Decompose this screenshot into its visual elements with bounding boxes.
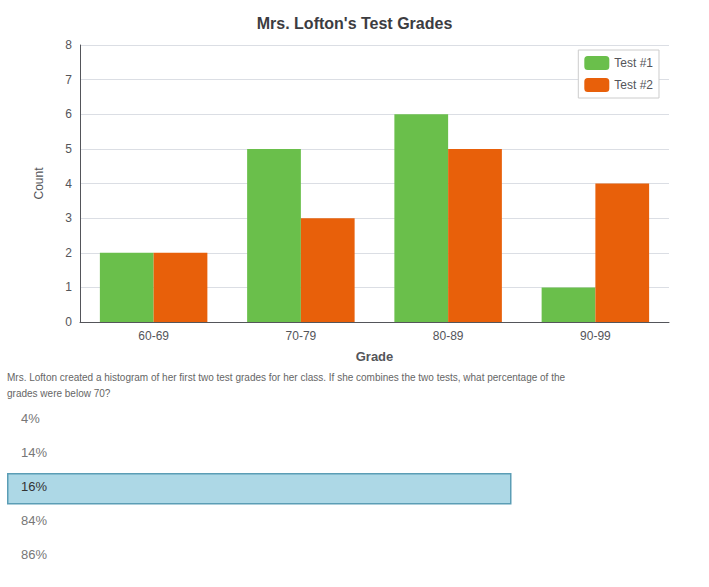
svg-text:14%: 14% [21,445,47,460]
svg-text:1: 1 [65,280,72,294]
svg-text:Mrs. Lofton created a histogra: Mrs. Lofton created a histogram of her f… [7,372,565,383]
svg-text:80-89: 80-89 [433,329,464,343]
svg-text:Mrs. Lofton's Test Grades: Mrs. Lofton's Test Grades [257,15,453,32]
svg-text:60-69: 60-69 [138,329,169,343]
svg-text:Grade: Grade [356,349,394,364]
svg-text:grades were below 70?: grades were below 70? [7,388,111,399]
svg-text:5: 5 [65,142,72,156]
svg-text:Test #1: Test #1 [614,56,653,70]
svg-text:86%: 86% [21,547,47,562]
svg-text:Test #2: Test #2 [614,78,653,92]
svg-text:Count: Count [32,167,46,200]
svg-text:8: 8 [65,38,72,52]
svg-text:70-79: 70-79 [286,329,317,343]
svg-text:3: 3 [65,211,72,225]
svg-text:4%: 4% [21,411,40,426]
svg-text:6: 6 [65,107,72,121]
svg-text:16%: 16% [21,479,47,494]
svg-text:2: 2 [65,246,72,260]
svg-text:0: 0 [65,315,72,329]
svg-text:7: 7 [65,73,72,87]
svg-text:4: 4 [65,177,72,191]
svg-text:90-99: 90-99 [580,329,611,343]
svg-text:84%: 84% [21,513,47,528]
